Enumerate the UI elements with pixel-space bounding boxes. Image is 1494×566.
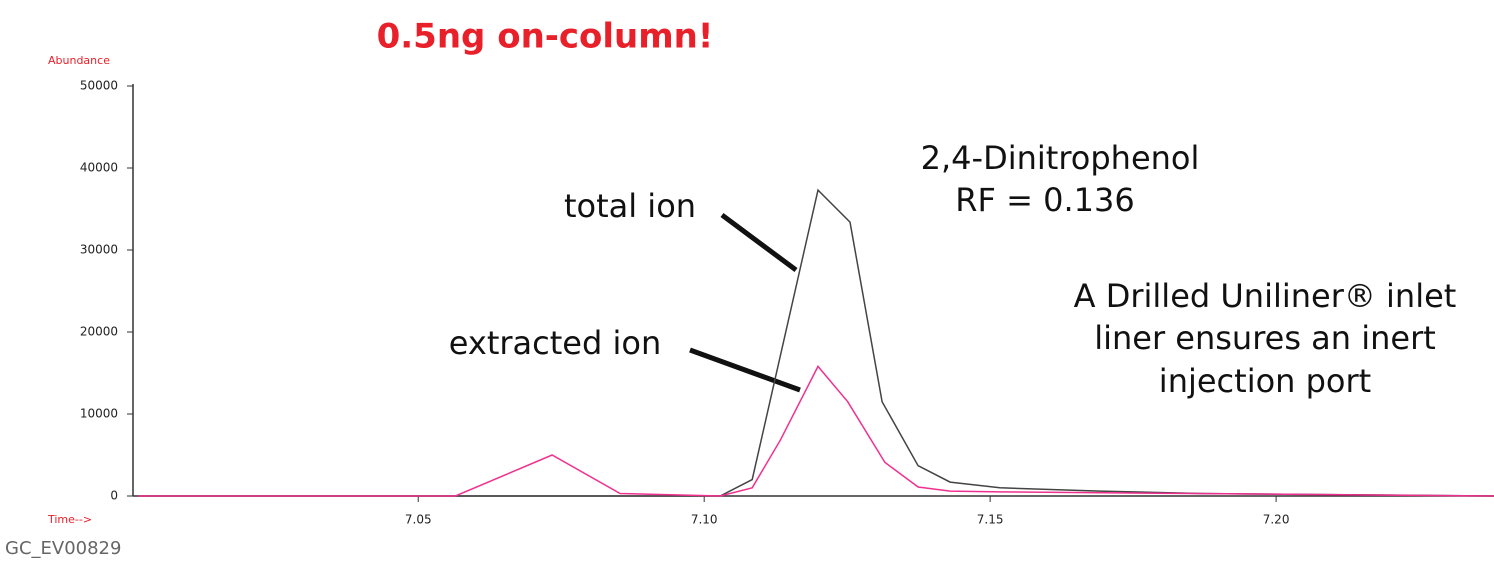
x-axis-label: Time--> <box>47 513 92 526</box>
y-tick-label: 10000 <box>80 407 118 421</box>
series-line <box>138 188 1494 497</box>
x-tick-label: 7.20 <box>1263 513 1290 527</box>
y-tick-label: 20000 <box>80 325 118 339</box>
series-label: total ion <box>564 187 696 225</box>
x-tick-label: 7.15 <box>977 513 1004 527</box>
chart-title: 0.5ng on-column! <box>377 17 714 57</box>
y-tick-label: 40000 <box>80 161 118 175</box>
arrow <box>689 347 801 393</box>
footer: GC_EV00829 <box>5 538 121 559</box>
series-line <box>138 365 1494 497</box>
arrow <box>720 212 798 273</box>
x-tick-label: 7.10 <box>691 513 718 527</box>
annotation: A Drilled Uniliner® inlet <box>1074 277 1457 315</box>
x-tick-label: 7.05 <box>405 513 432 527</box>
y-tick-label: 50000 <box>80 79 118 93</box>
y-tick-label: 30000 <box>80 243 118 257</box>
y-axis-label: Abundance <box>48 54 110 67</box>
annotation: 2,4-Dinitrophenol <box>921 139 1200 177</box>
annotation: injection port <box>1159 362 1371 400</box>
series-label: extracted ion <box>449 324 661 362</box>
annotation: liner ensures an inert <box>1094 319 1436 357</box>
annotation: RF = 0.136 <box>955 181 1134 219</box>
y-tick-label: 0 <box>110 489 118 503</box>
